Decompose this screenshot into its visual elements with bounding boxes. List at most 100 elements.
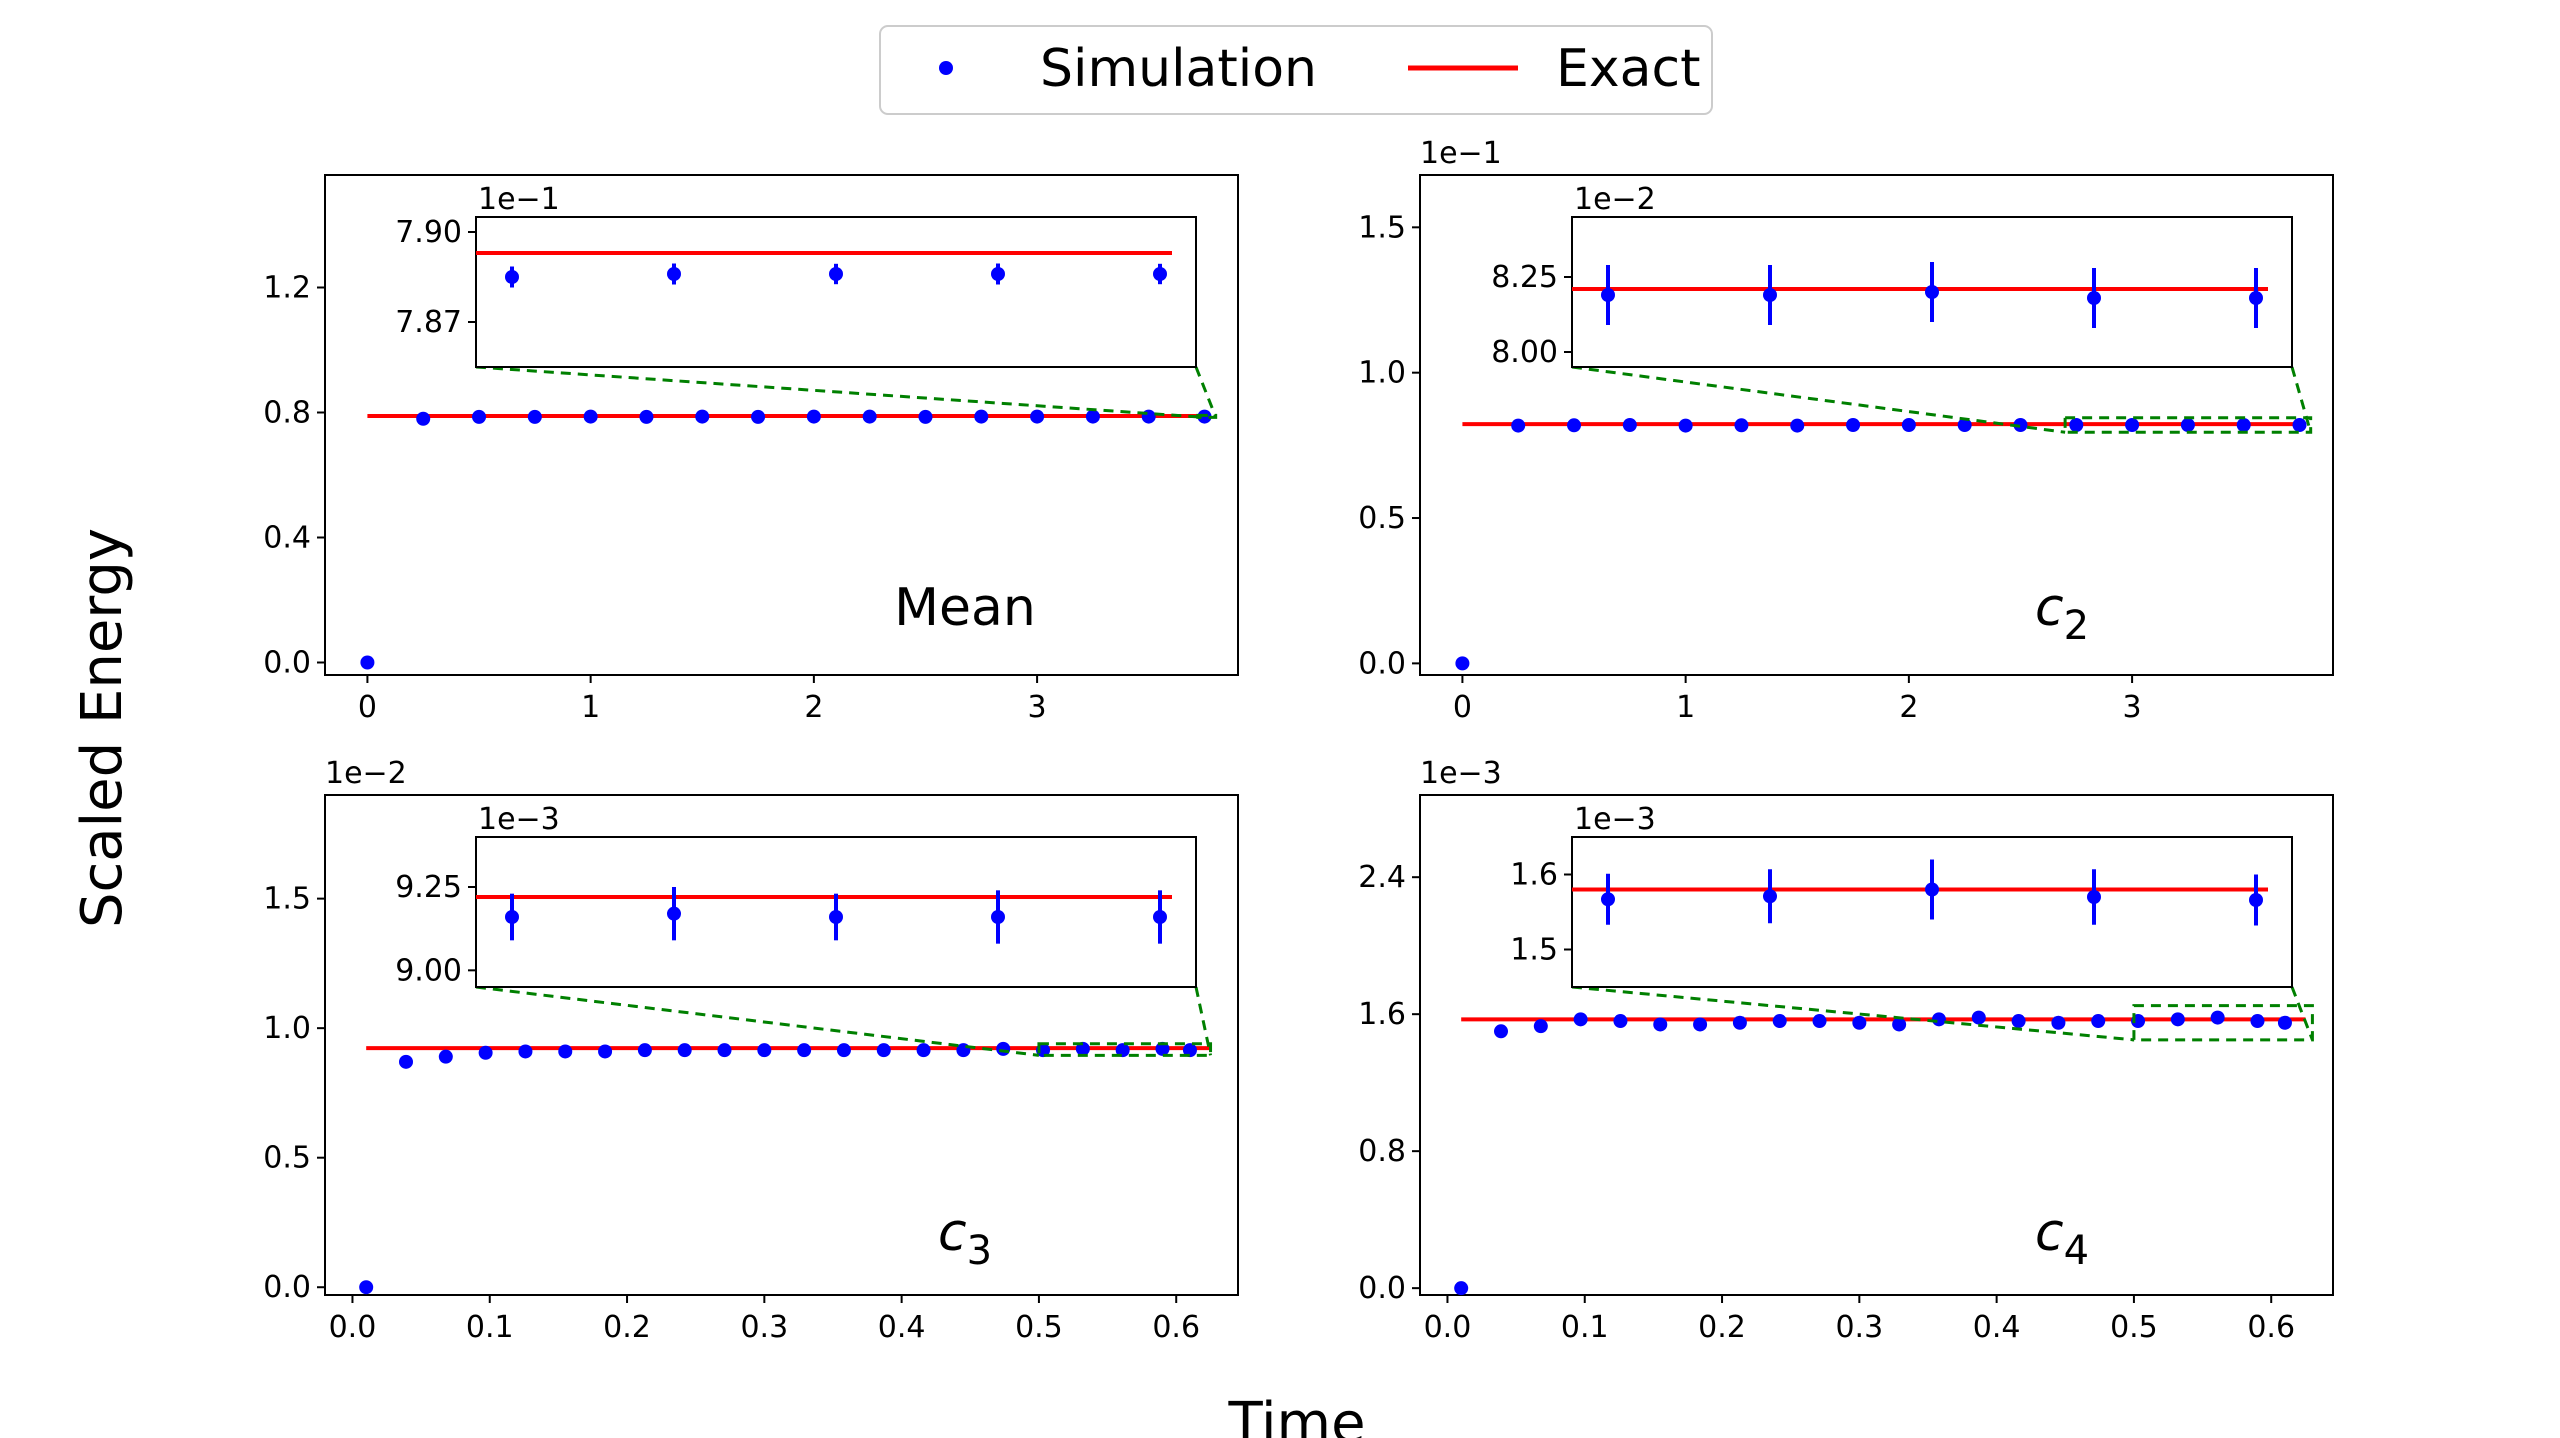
panel-mean: 0 1 2 3 0.0 0.4 0.8 1.2 7.87 7.90 1e−1 Mean bbox=[263, 174, 1239, 725]
simulation-point bbox=[472, 409, 487, 424]
x-tick-label: 3 bbox=[2123, 690, 2142, 725]
legend: Simulation Exact bbox=[879, 25, 1713, 115]
simulation-point bbox=[2180, 418, 2195, 432]
axes-frame bbox=[1419, 794, 2334, 1296]
zoom-region bbox=[2132, 1004, 2314, 1042]
panel-label: c2 bbox=[2035, 578, 2089, 649]
inset-scale-label: 1e−2 bbox=[1574, 182, 1656, 217]
simulation-point bbox=[478, 1045, 493, 1060]
zoom-region bbox=[2063, 416, 2313, 434]
simulation-point bbox=[1653, 1017, 1668, 1032]
simulation-point bbox=[1957, 418, 1972, 432]
inset: 8.00 8.25 1e−2 bbox=[1491, 182, 2313, 434]
inset-simulation-point bbox=[1763, 288, 1777, 302]
x-tick-label: 3 bbox=[1028, 690, 1047, 725]
x-tick-label: 0.3 bbox=[1835, 1310, 1883, 1345]
x-tick-label: 0.4 bbox=[878, 1310, 926, 1345]
simulation-point bbox=[974, 409, 989, 424]
simulation-point bbox=[359, 1280, 374, 1295]
x-tick-label: 0.6 bbox=[1152, 1310, 1200, 1345]
simulation-point bbox=[1455, 656, 1470, 671]
inset-simulation-point bbox=[1153, 910, 1167, 924]
inset-connector bbox=[475, 365, 1198, 419]
y-tick-label: 2.4 bbox=[1358, 860, 1406, 895]
simulation-point bbox=[1812, 1014, 1827, 1029]
panel-label-subscript: 2 bbox=[2064, 603, 2089, 649]
simulation-point bbox=[416, 411, 431, 426]
simulation-point bbox=[918, 409, 933, 424]
inset-connector bbox=[1194, 366, 1218, 418]
inset-simulation-point bbox=[2087, 890, 2101, 904]
simulation-point bbox=[598, 1044, 613, 1059]
x-tick-label: 0.3 bbox=[740, 1310, 788, 1345]
x-tick-label: 0 bbox=[1453, 690, 1472, 725]
simulation-point bbox=[1030, 409, 1045, 424]
x-tick-label: 1 bbox=[1676, 690, 1695, 725]
x-tick-label: 0.2 bbox=[1698, 1310, 1746, 1345]
inset-simulation-point bbox=[1925, 285, 1939, 299]
simulation-point bbox=[717, 1043, 732, 1058]
simulation-point bbox=[1678, 418, 1693, 433]
simulation-point bbox=[1182, 1043, 1197, 1058]
simulation-point bbox=[2013, 418, 2028, 432]
legend-simulation-marker bbox=[939, 61, 953, 75]
simulation-point bbox=[558, 1044, 573, 1059]
panel-label-base: c bbox=[2035, 1203, 2064, 1263]
simulation-point bbox=[399, 1054, 414, 1069]
legend-frame bbox=[879, 25, 1713, 115]
inset-scale-label: 1e−3 bbox=[1574, 802, 1656, 837]
panel-label-subscript: 4 bbox=[2064, 1228, 2089, 1274]
simulation-point bbox=[1613, 1014, 1628, 1029]
inset-simulation-point bbox=[2249, 893, 2263, 907]
simulation-point bbox=[1567, 418, 1582, 433]
panel-label-base: c bbox=[938, 1203, 967, 1263]
y-tick-label: 1.5 bbox=[1358, 210, 1406, 245]
x-tick-label: 0.4 bbox=[1973, 1310, 2021, 1345]
inset-simulation-point bbox=[667, 267, 681, 281]
x-tick-label: 0.2 bbox=[603, 1310, 651, 1345]
axes-frame bbox=[324, 174, 1239, 676]
y-tick-label: 0.4 bbox=[263, 521, 311, 556]
simulation-point bbox=[2051, 1015, 2066, 1030]
x-tick-label: 0.0 bbox=[329, 1310, 377, 1345]
y-tick-label: 1.5 bbox=[263, 882, 311, 917]
simulation-point bbox=[2210, 1010, 2225, 1025]
inset-simulation-point bbox=[505, 270, 519, 284]
simulation-point bbox=[518, 1044, 533, 1059]
simulation-point bbox=[2091, 1014, 2106, 1029]
y-axis-label: Scaled Energy bbox=[70, 528, 135, 928]
simulation-point bbox=[1693, 1017, 1708, 1032]
inset-simulation-point bbox=[829, 267, 843, 281]
inset: 9.00 9.25 1e−3 bbox=[395, 802, 1213, 1057]
simulation-point bbox=[2250, 1014, 2265, 1029]
inset-simulation-point bbox=[991, 267, 1005, 281]
y-tick-label: 1.2 bbox=[263, 271, 311, 306]
inset-simulation-point bbox=[667, 906, 681, 921]
simulation-point bbox=[751, 409, 766, 424]
x-tick-label: 0.6 bbox=[2247, 1310, 2295, 1345]
simulation-point bbox=[360, 655, 375, 670]
y-tick-label: 0.0 bbox=[263, 1270, 311, 1305]
x-tick-label: 2 bbox=[804, 690, 823, 725]
y-tick-label: 1.0 bbox=[1358, 356, 1406, 391]
panel-label: c4 bbox=[2035, 1203, 2089, 1274]
simulation-point bbox=[1494, 1024, 1509, 1039]
inset-frame bbox=[475, 216, 1197, 368]
simulation-point bbox=[862, 409, 877, 424]
simulation-point bbox=[1931, 1012, 1946, 1027]
inset-simulation-point bbox=[991, 910, 1005, 924]
inset-y-tick-label: 9.25 bbox=[395, 870, 462, 905]
inset-simulation-point bbox=[2249, 291, 2263, 305]
simulation-point bbox=[1454, 1281, 1469, 1296]
simulation-point bbox=[1852, 1015, 1867, 1030]
simulation-point bbox=[1533, 1019, 1548, 1034]
simulation-point bbox=[1085, 409, 1100, 424]
inset-simulation-point bbox=[505, 910, 519, 924]
inset-connector bbox=[475, 985, 1040, 1057]
simulation-point bbox=[1511, 418, 1526, 433]
simulation-point bbox=[2125, 418, 2140, 432]
simulation-point bbox=[583, 409, 598, 424]
simulation-point bbox=[637, 1043, 652, 1058]
zoom-region bbox=[1037, 1042, 1213, 1057]
